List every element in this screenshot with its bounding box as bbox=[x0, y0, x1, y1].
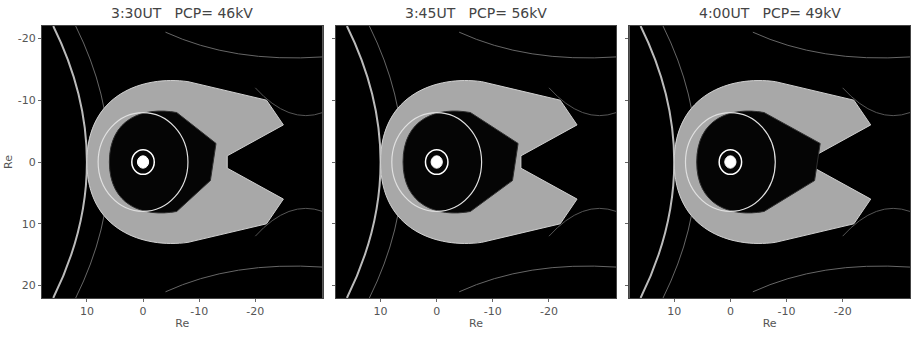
svg-text:4:00UT PCP= 49kV: 4:00UT PCP= 49kV bbox=[699, 5, 841, 21]
svg-text:10: 10 bbox=[667, 305, 681, 318]
svg-text:-20: -20 bbox=[18, 32, 36, 45]
svg-text:0: 0 bbox=[29, 156, 36, 169]
svg-text:20: 20 bbox=[22, 279, 36, 292]
svg-text:-10: -10 bbox=[778, 305, 796, 318]
svg-text:-10: -10 bbox=[18, 94, 36, 107]
svg-text:Re: Re bbox=[175, 317, 189, 330]
svg-text:Re: Re bbox=[763, 317, 777, 330]
svg-text:-10: -10 bbox=[190, 305, 208, 318]
svg-text:0: 0 bbox=[140, 305, 147, 318]
svg-text:0: 0 bbox=[433, 305, 440, 318]
svg-text:10: 10 bbox=[80, 305, 94, 318]
svg-text:Re: Re bbox=[2, 155, 15, 169]
svg-text:3:30UT PCP= 46kV: 3:30UT PCP= 46kV bbox=[111, 5, 253, 21]
svg-text:10: 10 bbox=[374, 305, 388, 318]
svg-text:-20: -20 bbox=[540, 305, 558, 318]
svg-text:-10: -10 bbox=[484, 305, 502, 318]
svg-text:-20: -20 bbox=[834, 305, 852, 318]
svg-text:Re: Re bbox=[469, 317, 483, 330]
svg-text:10: 10 bbox=[22, 218, 36, 231]
svg-text:-20: -20 bbox=[246, 305, 264, 318]
svg-text:3:45UT PCP= 56kV: 3:45UT PCP= 56kV bbox=[405, 5, 547, 21]
svg-text:0: 0 bbox=[727, 305, 734, 318]
